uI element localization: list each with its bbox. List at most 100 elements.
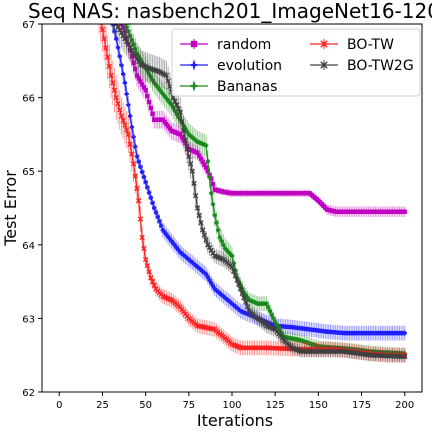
data-point [203,272,209,277]
series-evolution [110,24,407,341]
series-random [117,24,407,217]
data-point [271,316,276,321]
data-point [131,42,136,47]
data-point [145,93,150,99]
data-point [175,105,182,112]
y-tick-label: 62 [22,388,35,399]
data-point [209,191,214,196]
data-point [205,274,211,280]
data-point [142,256,149,263]
data-point [183,141,188,146]
data-point [221,242,226,247]
data-point [110,24,116,27]
data-point [118,113,125,119]
data-point [114,36,119,41]
data-point [177,109,183,116]
data-point [186,153,192,160]
data-point [210,283,216,289]
y-tick-label: 65 [22,167,35,178]
data-point [122,80,128,86]
data-point [113,24,119,27]
data-point [150,111,155,116]
data-point [241,295,247,301]
legend-label: evolution [217,58,282,74]
data-point [177,132,183,137]
x-tick-label: 150 [309,400,328,411]
data-point [122,122,128,128]
data-point [195,150,200,155]
data-point [167,126,173,131]
legend-item: Bananas [180,79,277,95]
data-point [402,209,407,214]
data-point [146,99,152,105]
data-point [124,91,129,97]
data-point [149,278,156,285]
data-point [143,88,148,93]
data-point [117,27,123,33]
data-point [190,82,198,90]
data-point [320,61,328,69]
data-point [120,117,126,124]
data-point [146,269,152,275]
data-point [139,234,145,241]
legend-item: evolution [180,58,282,74]
data-point [269,312,274,317]
legend-label: BO-TW2G [347,58,414,74]
data-point [189,168,195,174]
data-point [162,119,167,125]
data-point [125,41,132,48]
data-point [171,105,176,111]
data-point [167,83,173,90]
data-point [266,305,271,310]
data-point [201,232,208,238]
y-tick-label: 64 [22,241,35,252]
data-point [127,44,133,51]
data-point [115,24,121,30]
data-point [123,127,130,133]
data-point [207,277,212,283]
y-axis-label: Test Error [1,170,20,247]
data-point [120,71,126,77]
data-point [272,319,278,325]
data-point [158,223,164,228]
data-point [148,195,154,200]
x-tick-label: 0 [56,400,62,411]
y-tick-label: 67 [22,20,35,31]
x-axis-label: Iterations [197,411,273,430]
data-point [274,322,280,328]
legend-item: BO-TW [310,37,394,53]
data-point [157,219,162,224]
data-point [182,137,189,143]
data-point [187,161,194,167]
data-point [199,227,206,233]
markers [119,24,407,214]
data-point [143,180,148,185]
data-point [163,72,170,79]
data-point [129,37,135,43]
data-point [139,82,145,87]
data-point [110,80,116,86]
data-point [155,214,160,220]
data-point [237,286,244,292]
data-point [210,181,216,187]
data-point [205,159,211,164]
data-point [150,77,155,83]
data-point [209,280,214,286]
data-point [243,299,249,305]
data-point [165,124,171,129]
data-point [190,40,198,48]
data-point [205,242,211,248]
data-point [200,159,205,164]
data-point [244,303,251,310]
data-point [122,29,128,34]
data-point [126,29,131,34]
data-point [219,238,224,244]
data-point [123,38,130,45]
data-point [133,144,138,149]
data-point [214,220,219,225]
data-point [320,40,328,48]
data-point [180,128,187,134]
data-point [206,244,213,251]
data-point [148,74,154,80]
